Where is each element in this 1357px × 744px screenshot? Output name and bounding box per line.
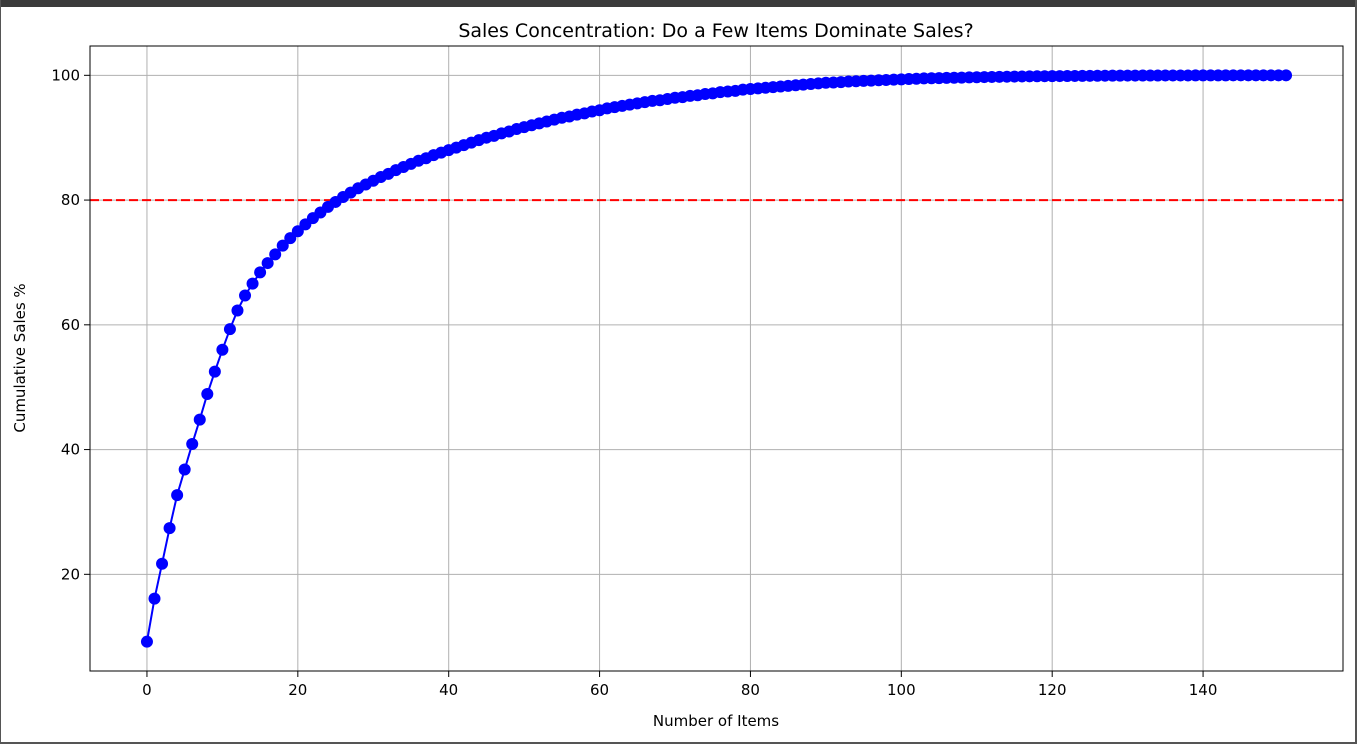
x-tick-label: 20 — [288, 681, 307, 699]
data-point — [223, 323, 236, 336]
data-point — [193, 413, 206, 426]
y-tick-label: 60 — [61, 316, 80, 334]
data-point — [186, 437, 199, 450]
x-axis-label: Number of Items — [653, 712, 779, 730]
x-tick-label: 0 — [142, 681, 152, 699]
x-tick-label: 40 — [439, 681, 458, 699]
data-point — [148, 592, 161, 605]
data-point — [239, 289, 252, 302]
data-point — [246, 277, 259, 290]
x-tick-label: 100 — [887, 681, 916, 699]
data-point — [201, 388, 214, 401]
x-tick-label: 140 — [1189, 681, 1218, 699]
data-point — [261, 257, 274, 270]
plot-area — [90, 46, 1343, 671]
data-point — [163, 522, 176, 535]
data-point — [231, 304, 244, 317]
frame-border-left — [0, 0, 1, 744]
data-point — [178, 463, 191, 476]
data-point — [156, 557, 169, 570]
data-point — [208, 365, 221, 378]
data-point — [254, 266, 267, 279]
data-point — [171, 489, 184, 502]
window-top-strip — [0, 0, 1357, 7]
x-tick-label: 80 — [741, 681, 760, 699]
x-tick-label: 120 — [1038, 681, 1067, 699]
y-tick-label: 100 — [51, 66, 80, 84]
y-tick-label: 40 — [61, 441, 80, 459]
y-tick-label: 80 — [61, 191, 80, 209]
x-tick-label: 60 — [590, 681, 609, 699]
frame-border-right — [1355, 0, 1357, 744]
data-point — [140, 635, 153, 648]
y-tick-label: 20 — [61, 565, 80, 583]
frame-border-bottom — [0, 742, 1357, 744]
series-group — [140, 69, 1293, 648]
data-point — [216, 343, 229, 356]
data-point — [276, 239, 289, 252]
plot-frame — [89, 45, 1344, 672]
data-point — [269, 248, 282, 261]
data-point — [1280, 69, 1293, 82]
chart-title: Sales Concentration: Do a Few Items Domi… — [458, 20, 973, 42]
y-axis-label: Cumulative Sales % — [11, 283, 29, 432]
axis-ticks: 0 20 40 60 80 100 120 140 20 40 60 80 100 — [51, 66, 1217, 699]
